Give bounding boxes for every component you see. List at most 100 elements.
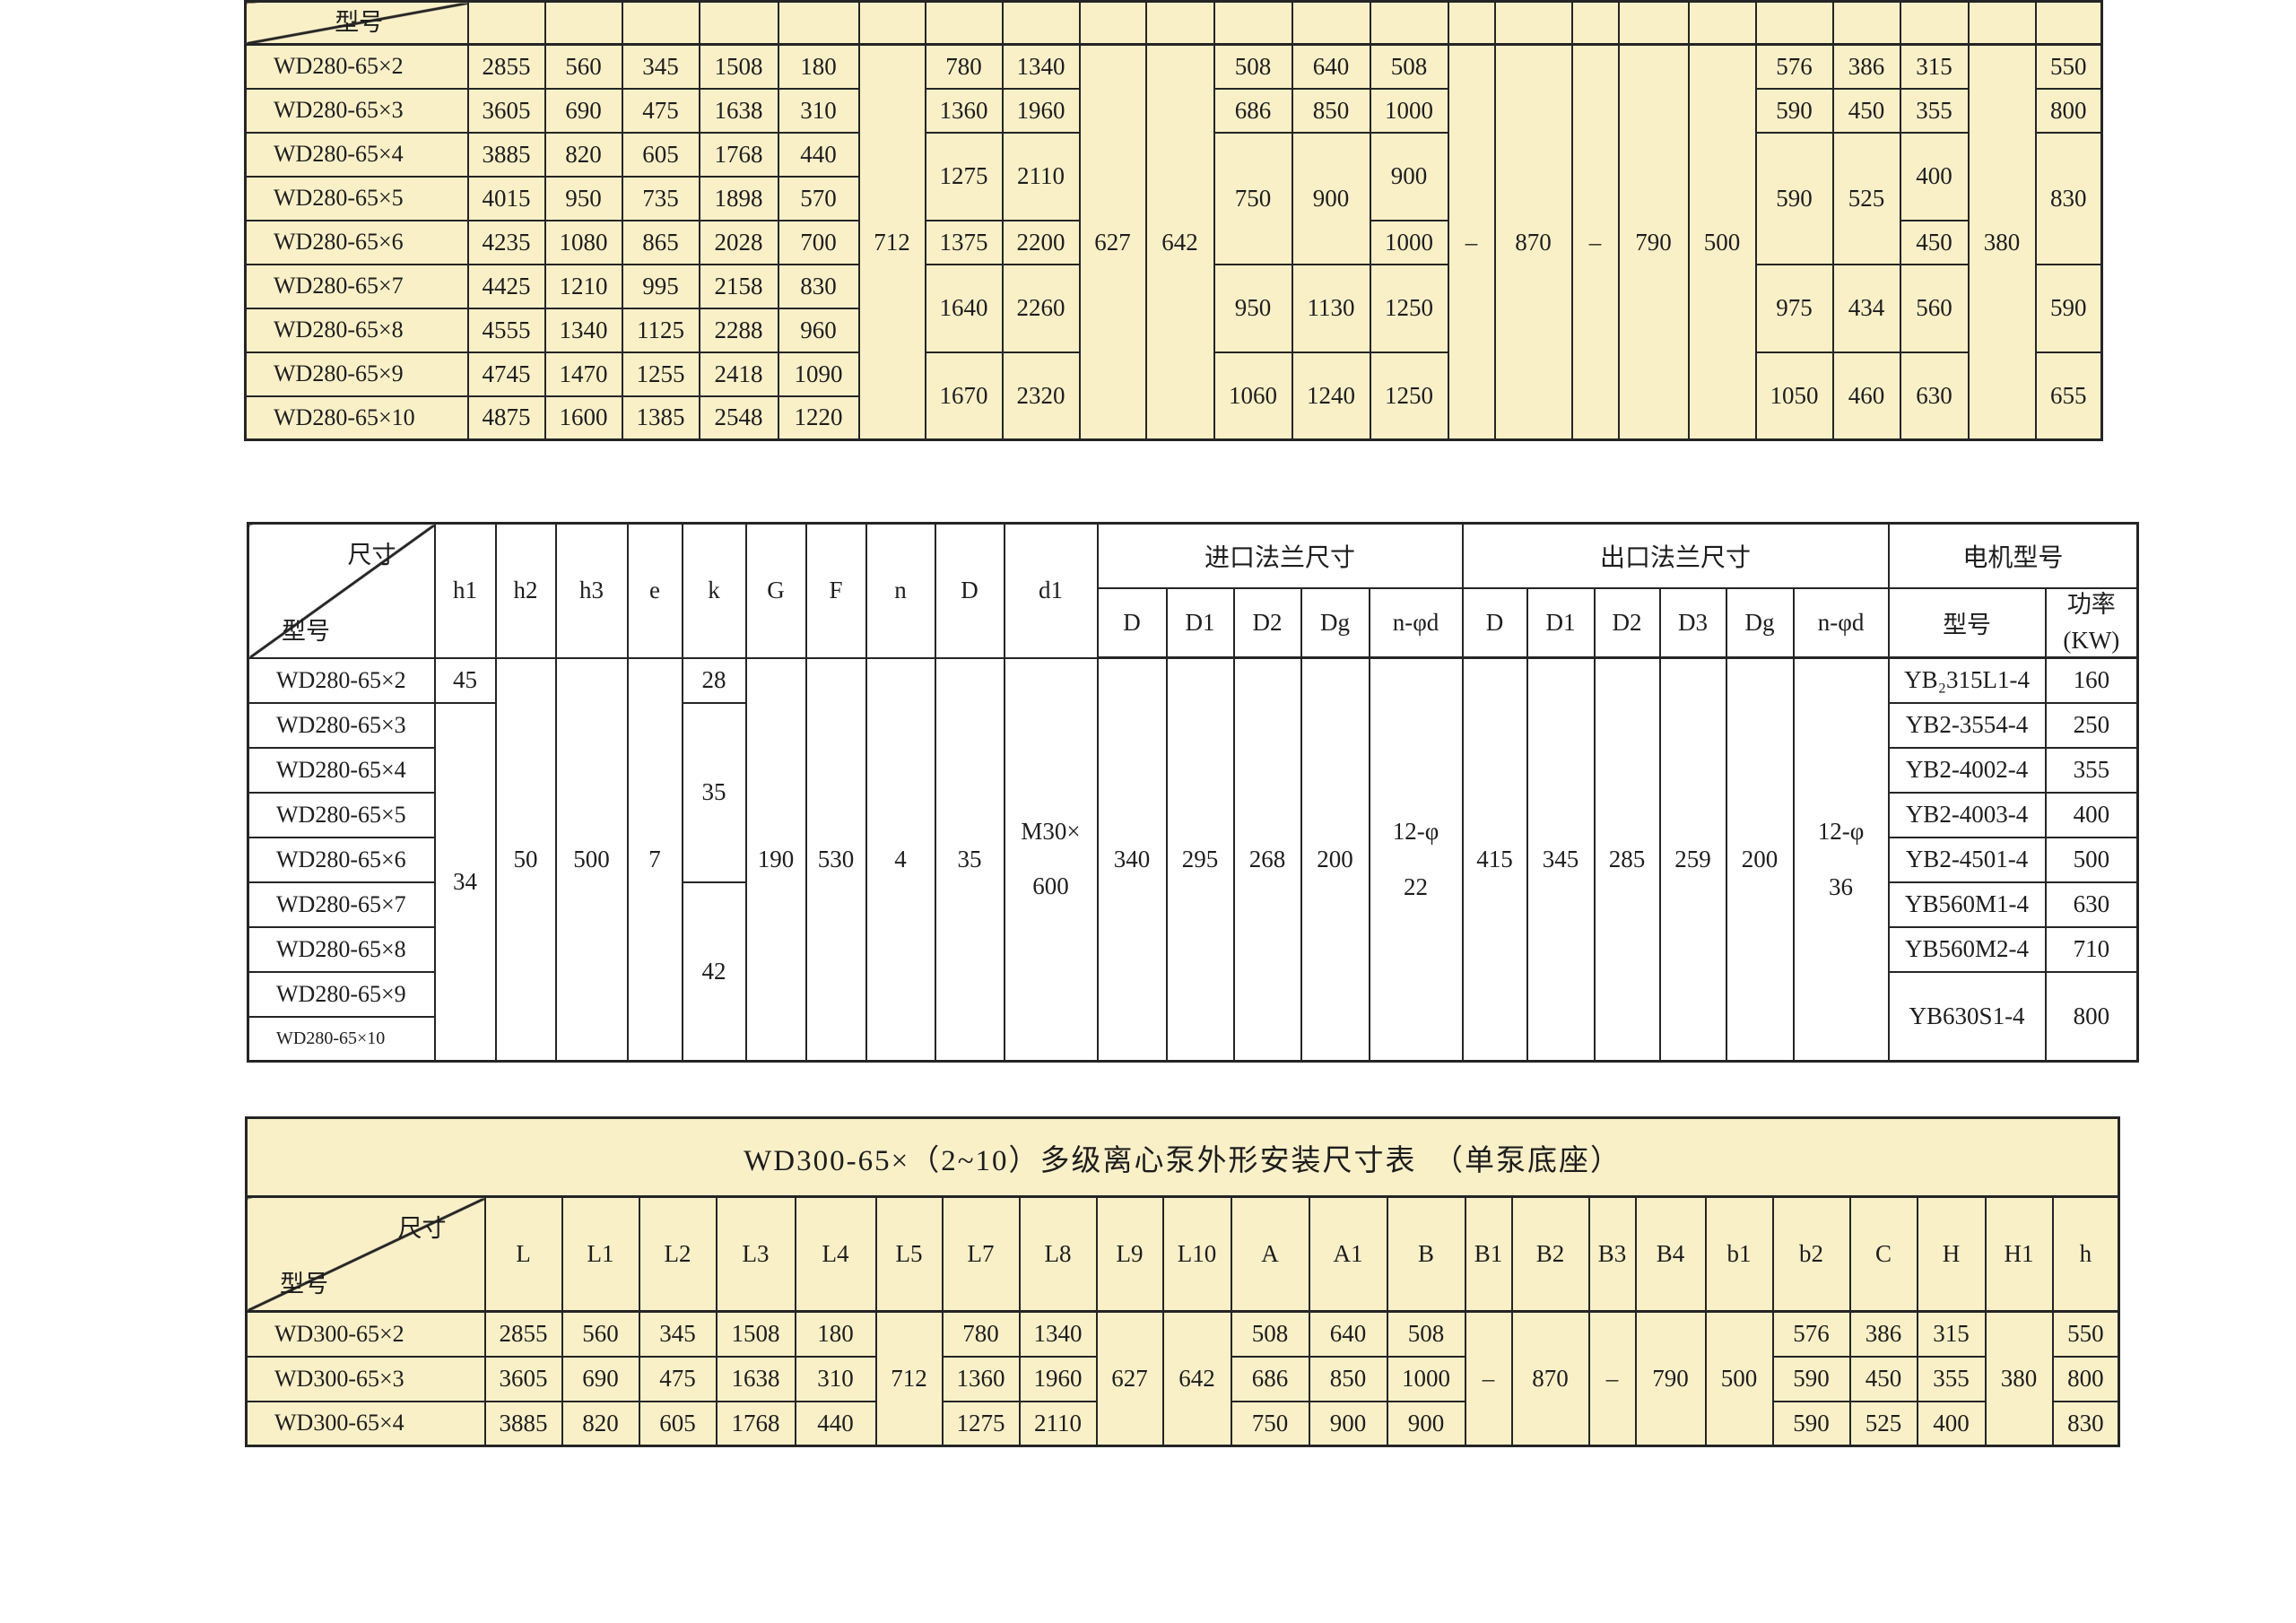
corner-size-label: 尺寸	[347, 542, 396, 568]
row-header: WD280-65×10	[247, 1015, 436, 1063]
cell: 508	[1369, 43, 1449, 90]
cell: 2548	[698, 395, 779, 441]
table-row: WD280-65×3 34 35 YB2-3554-4 250	[247, 701, 2139, 1063]
cell: 508	[1386, 1310, 1466, 1358]
corner-size-label: 尺寸	[397, 1215, 447, 1242]
cell: 850	[1308, 1355, 1388, 1402]
cell: 4235	[466, 219, 546, 265]
cell: 2110	[1001, 131, 1081, 221]
wd280-flange-motor-table: 尺寸 型号 h1 h2 h3 e k G F n D d1 进口法兰尺寸 出口法…	[247, 522, 2140, 1063]
cell: 34	[433, 701, 497, 1063]
col-header-empty	[1369, 1, 1449, 46]
cell: 1340	[1001, 43, 1081, 90]
cell-line: M30×	[1021, 818, 1081, 846]
cell: 865	[621, 219, 700, 265]
row-header: WD280-65×2	[247, 656, 436, 704]
cell: –	[1447, 43, 1496, 441]
col-header: d1	[1003, 522, 1099, 659]
col-header: h	[2051, 1195, 2120, 1313]
cell: 750	[1213, 131, 1293, 265]
cell: 259	[1658, 656, 1727, 1063]
col-header-empty	[777, 1, 860, 46]
col-header-empty	[924, 1, 1004, 46]
cell-line: 12-φ	[1817, 818, 1865, 846]
cell-line: 600	[1032, 872, 1069, 900]
corner-cell: 型号	[244, 1, 469, 46]
cell: 2158	[698, 263, 779, 309]
cell: 590	[2034, 263, 2103, 353]
cell: 1090	[777, 351, 860, 397]
cell-motor-model: YB560M2-4	[1887, 925, 2047, 973]
cell: 820	[561, 1400, 640, 1447]
col-header: B1	[1464, 1195, 1513, 1313]
cell: 560	[544, 43, 623, 90]
cell: 712	[874, 1310, 944, 1447]
cell-motor-model: YB630S1-4	[1887, 970, 2047, 1063]
cell: 285	[1593, 656, 1661, 1063]
col-header-empty	[1899, 1, 1970, 46]
cell: 508	[1213, 43, 1293, 90]
cell: 440	[794, 1400, 877, 1447]
table-row: WD280-65×7 4425 1210 995 2158 830 1640 2…	[244, 263, 2103, 353]
cell: 475	[638, 1355, 718, 1402]
cell: 590	[1754, 131, 1834, 265]
col-header: L7	[941, 1195, 1021, 1313]
col-header-empty	[1493, 1, 1573, 46]
col-header: n-φd	[1368, 586, 1464, 659]
cell: 315	[1916, 1310, 1987, 1358]
cell: 640	[1308, 1310, 1388, 1358]
col-header: h1	[433, 522, 497, 659]
row-header: WD280-65×6	[244, 219, 469, 265]
cell: 434	[1831, 263, 1901, 353]
cell-motor-power: 630	[2044, 881, 2139, 928]
cell: 560	[561, 1310, 640, 1358]
cell-line: 12-φ	[1392, 818, 1439, 846]
cell-motor-model: YB560M1-4	[1887, 881, 2047, 928]
cell: 900	[1308, 1400, 1388, 1447]
cell: 4745	[466, 351, 546, 397]
cell-motor-model: YB₂315L1-4	[1887, 656, 2047, 704]
cell: 820	[544, 131, 623, 178]
cell: –	[1570, 43, 1620, 441]
cell: 2418	[698, 351, 779, 397]
cell: 7	[626, 656, 683, 1063]
cell: 560	[1899, 263, 1970, 353]
cell: 1240	[1291, 351, 1371, 441]
table-row: WD280-65×9 YB630S1-4 800	[247, 970, 2139, 1063]
cell: 525	[1848, 1400, 1918, 1447]
cell-motor-power: 710	[2044, 925, 2139, 973]
corner-model-label: 型号	[282, 617, 330, 645]
cell: 900	[1369, 131, 1449, 221]
cell: 315	[1899, 43, 1970, 90]
cell: 995	[621, 263, 700, 309]
row-header: WD280-65×7	[247, 881, 436, 928]
col-header: D2	[1593, 586, 1661, 659]
cell: 790	[1634, 1310, 1707, 1447]
col-header: n	[865, 522, 936, 659]
cell: 1050	[1754, 351, 1834, 441]
cell: 830	[777, 263, 860, 309]
table-row: 尺寸 型号 L L1 L2 L3 L4 L5 L7 L8 L9 L10 A A1…	[245, 1195, 2120, 1313]
table-row: WD280-65×4 YB2-4002-4 355	[247, 746, 2139, 794]
row-header: WD280-65×4	[244, 131, 469, 178]
col-header: L9	[1095, 1195, 1164, 1313]
cell: 50	[494, 656, 557, 1063]
col-header: D1	[1526, 586, 1596, 659]
cell: 750	[1230, 1400, 1310, 1447]
col-header-empty	[1291, 1, 1371, 46]
cell: 590	[1754, 87, 1834, 134]
cell: 200	[1300, 656, 1370, 1063]
cell: 35	[934, 656, 1005, 1063]
col-header-empty	[1144, 1, 1215, 46]
cell: M30× 600	[1003, 656, 1099, 1063]
cell: 180	[777, 43, 860, 90]
cell: 2855	[483, 1310, 563, 1358]
table-title: WD300-65×（2~10）多级离心泵外形安装尺寸表 （单泵底座）	[245, 1116, 2120, 1198]
cell: 1960	[1018, 1355, 1098, 1402]
cell: 800	[2051, 1355, 2120, 1402]
col-header: D	[1096, 586, 1168, 659]
cell: 345	[1526, 656, 1596, 1063]
cell-motor-power: 160	[2044, 656, 2139, 704]
table-row: WD280-65×5 YB2-4003-4 400	[247, 791, 2139, 838]
